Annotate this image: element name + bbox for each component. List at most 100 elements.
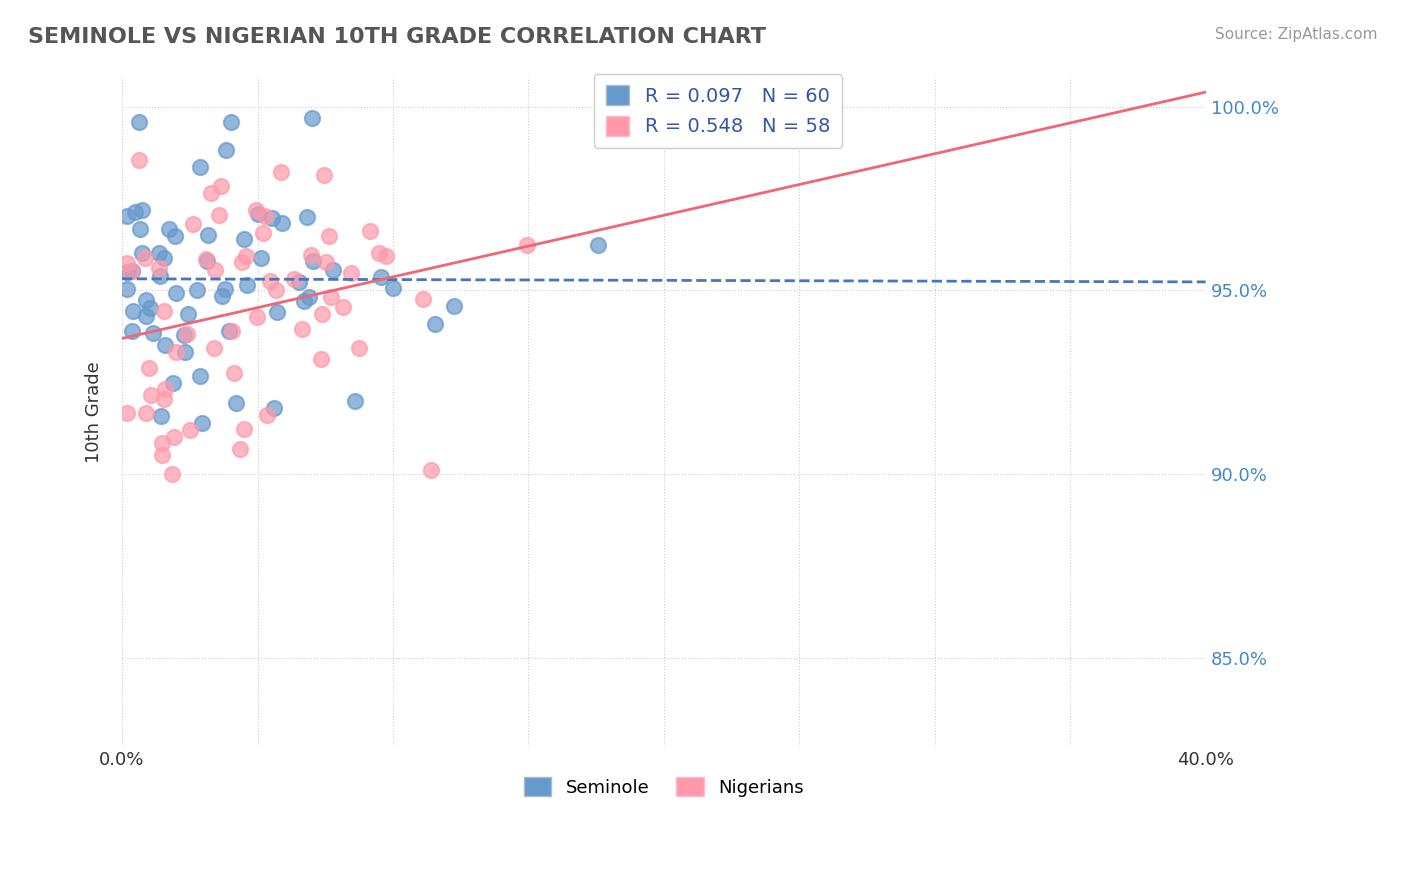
Point xyxy=(221,325,243,339)
Point xyxy=(149,409,172,423)
Point xyxy=(157,221,180,235)
Point xyxy=(271,216,294,230)
Point xyxy=(179,423,201,437)
Point xyxy=(375,249,398,263)
Point xyxy=(165,285,187,300)
Point xyxy=(174,344,197,359)
Point xyxy=(311,307,333,321)
Point xyxy=(152,392,174,406)
Point xyxy=(586,238,609,252)
Point xyxy=(423,317,446,331)
Point xyxy=(138,361,160,376)
Point xyxy=(117,406,139,420)
Point xyxy=(162,467,184,481)
Point xyxy=(412,292,434,306)
Point xyxy=(131,246,153,260)
Point xyxy=(138,301,160,315)
Point xyxy=(252,226,274,240)
Point xyxy=(163,429,186,443)
Point xyxy=(121,263,143,277)
Point xyxy=(135,310,157,324)
Point xyxy=(288,275,311,289)
Point xyxy=(121,263,143,277)
Point xyxy=(152,251,174,265)
Point xyxy=(260,211,283,226)
Point xyxy=(319,290,342,304)
Point xyxy=(215,143,238,157)
Point xyxy=(314,168,336,182)
Point xyxy=(135,406,157,420)
Point xyxy=(232,422,254,436)
Point xyxy=(121,304,143,318)
Point xyxy=(163,229,186,244)
Point xyxy=(297,290,319,304)
Point xyxy=(246,310,269,325)
Text: SEMINOLE VS NIGERIAN 10TH GRADE CORRELATION CHART: SEMINOLE VS NIGERIAN 10TH GRADE CORRELAT… xyxy=(28,27,766,46)
Point xyxy=(209,179,232,194)
Point xyxy=(219,115,242,129)
Point xyxy=(259,274,281,288)
Point xyxy=(153,382,176,396)
Point xyxy=(202,342,225,356)
Point xyxy=(214,282,236,296)
Point xyxy=(117,265,139,279)
Point xyxy=(152,448,174,462)
Point xyxy=(195,253,218,268)
Point xyxy=(443,299,465,313)
Point xyxy=(256,408,278,422)
Legend: Seminole, Nigerians: Seminole, Nigerians xyxy=(517,770,811,804)
Point xyxy=(235,249,257,263)
Point xyxy=(149,268,172,283)
Y-axis label: 10th Grade: 10th Grade xyxy=(86,361,103,463)
Point xyxy=(332,300,354,314)
Point xyxy=(381,281,404,295)
Point xyxy=(344,394,367,409)
Point xyxy=(309,351,332,366)
Point xyxy=(283,272,305,286)
Point xyxy=(340,266,363,280)
Point xyxy=(197,227,219,242)
Point xyxy=(297,210,319,224)
Point xyxy=(135,293,157,307)
Point xyxy=(302,253,325,268)
Point xyxy=(148,261,170,276)
Point xyxy=(141,388,163,402)
Point xyxy=(419,463,441,477)
Point xyxy=(318,229,340,244)
Point xyxy=(370,270,392,285)
Point xyxy=(270,165,292,179)
Point xyxy=(236,278,259,293)
Point xyxy=(181,217,204,231)
Point xyxy=(211,289,233,303)
Point xyxy=(249,251,271,265)
Point xyxy=(218,324,240,338)
Point xyxy=(191,416,214,430)
Point xyxy=(253,209,276,223)
Point xyxy=(176,327,198,342)
Point xyxy=(516,237,538,252)
Point xyxy=(128,221,150,235)
Point xyxy=(128,153,150,167)
Point xyxy=(208,208,231,222)
Point xyxy=(131,202,153,217)
Point xyxy=(188,368,211,383)
Point xyxy=(204,262,226,277)
Point xyxy=(128,114,150,128)
Point xyxy=(359,224,381,238)
Point xyxy=(153,304,176,318)
Point xyxy=(347,341,370,355)
Point xyxy=(200,186,222,201)
Point xyxy=(299,248,322,262)
Point xyxy=(186,283,208,297)
Point xyxy=(150,436,173,450)
Point xyxy=(148,246,170,260)
Point xyxy=(117,256,139,270)
Point xyxy=(222,366,245,380)
Point xyxy=(231,255,253,269)
Point xyxy=(229,442,252,456)
Point xyxy=(134,252,156,266)
Point xyxy=(165,345,187,359)
Point xyxy=(232,232,254,246)
Point xyxy=(246,207,269,221)
Point xyxy=(225,396,247,410)
